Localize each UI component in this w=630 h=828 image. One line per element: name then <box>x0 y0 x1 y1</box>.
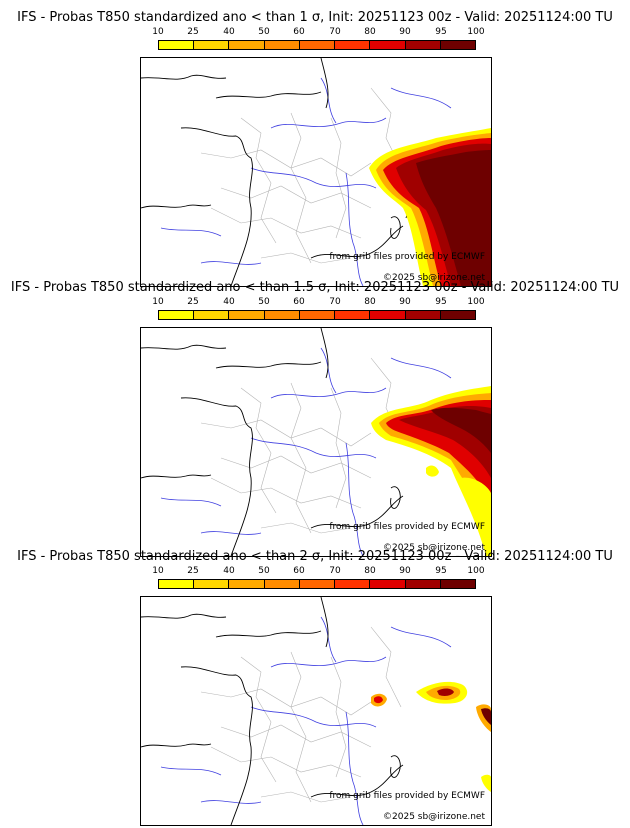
colorbar-swatch <box>264 41 300 49</box>
panel-title: IFS - Probas T850 standardized ano < tha… <box>17 549 613 564</box>
tick-label: 80 <box>364 27 376 37</box>
colorbar-swatch <box>440 311 475 319</box>
colorbar-swatch <box>229 580 265 588</box>
tick-label: 50 <box>258 566 270 576</box>
rivers <box>160 347 452 556</box>
tick-label: 90 <box>399 27 411 37</box>
map-frame: from grib files provided by ECMWF ©2025 … <box>140 596 492 826</box>
tick-label: 40 <box>223 27 235 37</box>
data-source-credit: from grib files provided by ECMWF <box>329 522 485 532</box>
colorbar-ticks: 10 25 40 50 60 70 80 90 95 100 <box>152 297 484 309</box>
tick-label: 95 <box>435 27 447 37</box>
tick-label: 80 <box>364 566 376 576</box>
tick-label: 95 <box>435 566 447 576</box>
tick-label: 70 <box>329 566 341 576</box>
colorbar-swatch <box>405 311 441 319</box>
tick-label: 25 <box>187 27 199 37</box>
data-source-credit: from grib files provided by ECMWF <box>329 791 485 801</box>
map-svg <box>141 328 491 556</box>
colorbar-swatch <box>299 580 336 588</box>
colorbar-swatch <box>370 41 406 49</box>
tick-label: 25 <box>187 566 199 576</box>
colorbar-swatch <box>335 580 371 588</box>
copyright-credit: ©2025 sb@irizone.net <box>383 273 485 283</box>
tick-label: 100 <box>467 27 485 37</box>
panel-1: IFS - Probas T850 standardized ano < tha… <box>0 10 630 287</box>
tick-label: 70 <box>329 27 341 37</box>
tick-label: 10 <box>152 27 164 37</box>
colorbar-swatch <box>194 311 230 319</box>
panel-2: IFS - Probas T850 standardized ano < tha… <box>0 280 630 557</box>
colorbar-swatch <box>159 41 195 49</box>
admin-borders <box>200 357 402 534</box>
tick-label: 60 <box>293 297 305 307</box>
panel-3: IFS - Probas T850 standardized ano < tha… <box>0 549 630 826</box>
panel-title: IFS - Probas T850 standardized ano < tha… <box>17 10 613 25</box>
colorbar-swatch <box>405 580 441 588</box>
tick-label: 100 <box>467 297 485 307</box>
colorbar-swatch <box>370 580 406 588</box>
rivers <box>160 77 452 286</box>
colorbar-swatch <box>229 311 265 319</box>
colorbar-ticks: 10 25 40 50 60 70 80 90 95 100 <box>152 566 484 578</box>
tick-label: 90 <box>399 566 411 576</box>
tick-label: 40 <box>223 566 235 576</box>
colorbar-swatch <box>159 580 195 588</box>
admin-borders <box>200 626 402 803</box>
tick-label: 60 <box>293 566 305 576</box>
colorbar-swatch <box>299 311 336 319</box>
map-frame: from grib files provided by ECMWF ©2025 … <box>140 57 492 287</box>
tick-label: 10 <box>152 297 164 307</box>
colorbar-swatch <box>370 311 406 319</box>
panel-title: IFS - Probas T850 standardized ano < tha… <box>10 280 620 295</box>
colorbar-ticks: 10 25 40 50 60 70 80 90 95 100 <box>152 27 484 39</box>
map-frame: from grib files provided by ECMWF ©2025 … <box>140 327 492 557</box>
probability-field <box>371 681 491 792</box>
tick-label: 90 <box>399 297 411 307</box>
tick-label: 10 <box>152 566 164 576</box>
colorbar-swatch <box>440 580 475 588</box>
colorbar <box>158 40 476 50</box>
colorbar <box>158 310 476 320</box>
colorbar-swatch <box>335 311 371 319</box>
colorbar-swatch <box>194 41 230 49</box>
colorbar <box>158 579 476 589</box>
colorbar-swatch <box>229 41 265 49</box>
tick-label: 95 <box>435 297 447 307</box>
tick-label: 100 <box>467 566 485 576</box>
colorbar-swatch <box>264 580 300 588</box>
tick-label: 50 <box>258 27 270 37</box>
copyright-credit: ©2025 sb@irizone.net <box>383 812 485 822</box>
tick-label: 60 <box>293 27 305 37</box>
colorbar-swatch <box>194 580 230 588</box>
colorbar-swatch <box>440 41 475 49</box>
probability-field <box>369 128 491 286</box>
copyright-credit: ©2025 sb@irizone.net <box>383 543 485 553</box>
tick-label: 50 <box>258 297 270 307</box>
colorbar-swatch <box>405 41 441 49</box>
map-svg <box>141 597 491 825</box>
rivers <box>160 616 452 825</box>
data-source-credit: from grib files provided by ECMWF <box>329 252 485 262</box>
colorbar-swatch <box>264 311 300 319</box>
coastlines <box>141 597 404 825</box>
map-svg <box>141 58 491 286</box>
colorbar-swatch <box>335 41 371 49</box>
admin-borders <box>200 87 402 264</box>
probability-field <box>371 386 491 556</box>
coastlines <box>141 328 404 556</box>
tick-label: 70 <box>329 297 341 307</box>
colorbar-swatch <box>159 311 195 319</box>
tick-label: 80 <box>364 297 376 307</box>
tick-label: 25 <box>187 297 199 307</box>
tick-label: 40 <box>223 297 235 307</box>
colorbar-swatch <box>299 41 336 49</box>
